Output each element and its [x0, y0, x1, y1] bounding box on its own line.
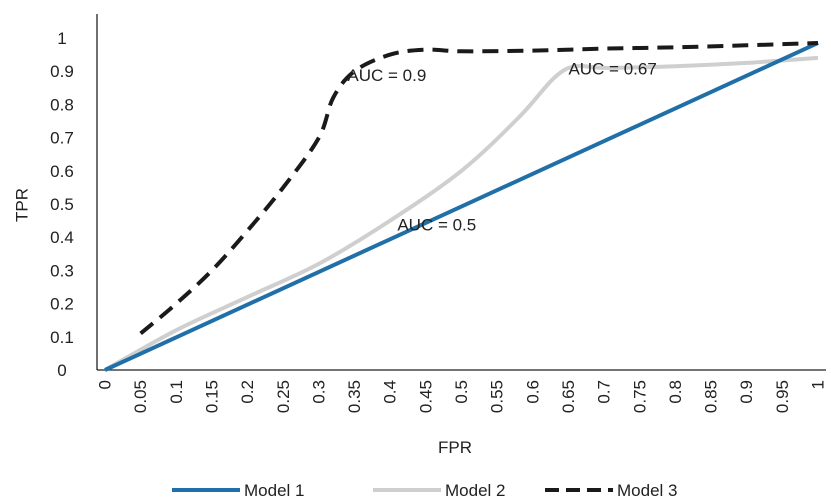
x-tick-label: 0.55 [488, 380, 507, 413]
auc-annotation: AUC = 0.67 [568, 60, 656, 79]
x-tick-label: 1 [809, 380, 828, 389]
x-tick-labels: 0 0.05 0.1 0.15 0.2 0.25 0.3 0.35 0.4 0.45 0.5 0.55… [96, 380, 828, 413]
x-tick-label: 0.5 [452, 380, 471, 404]
x-tick-label: 0.35 [345, 380, 364, 413]
y-tick-label: 0 [57, 361, 66, 380]
y-tick-label: 0.5 [50, 195, 74, 214]
x-tick-label: 0.05 [131, 380, 150, 413]
series-line-model-2 [105, 58, 818, 370]
legend: Model 1 Model 2 Model 3 [172, 481, 677, 500]
y-tick-label: 0.3 [50, 261, 74, 280]
y-axis-title: TPR [13, 188, 32, 222]
x-tick-label: 0.15 [202, 380, 221, 413]
y-tick-label: 1 [57, 29, 66, 48]
series-line-model-1 [105, 43, 818, 370]
x-tick-label: 0.25 [274, 380, 293, 413]
x-tick-label: 0.65 [559, 380, 578, 413]
series-line-model-3 [141, 43, 818, 334]
y-tick-label: 0.2 [50, 295, 74, 314]
annotations: AUC = 0.9 AUC = 0.67 AUC = 0.5 [347, 60, 656, 235]
series-lines [105, 43, 818, 370]
x-tick-label: 0.8 [666, 380, 685, 404]
y-tick-label: 0.6 [50, 162, 74, 181]
x-tick-label: 0.9 [737, 380, 756, 404]
x-tick-label: 0.3 [309, 380, 328, 404]
y-tick-labels: 0 0.1 0.2 0.3 0.4 0.5 0.6 0.7 0.8 0.9 1 [50, 29, 74, 380]
y-tick-label: 0.7 [50, 129, 74, 148]
legend-label: Model 2 [445, 481, 505, 500]
x-tick-label: 0 [96, 380, 115, 389]
legend-label: Model 3 [617, 481, 677, 500]
auc-annotation: AUC = 0.5 [397, 216, 476, 235]
x-tick-label: 0.45 [416, 380, 435, 413]
x-tick-label: 0.85 [702, 380, 721, 413]
y-tick-label: 0.1 [50, 328, 74, 347]
legend-label: Model 1 [244, 481, 304, 500]
x-tick-label: 0.7 [595, 380, 614, 404]
x-tick-label: 0.2 [238, 380, 257, 404]
auc-annotation: AUC = 0.9 [347, 66, 426, 85]
x-tick-label: 0.75 [630, 380, 649, 413]
x-tick-label: 0.1 [167, 380, 186, 404]
y-tick-label: 0.9 [50, 62, 74, 81]
x-tick-label: 0.4 [381, 380, 400, 404]
y-tick-label: 0.4 [50, 228, 74, 247]
x-tick-label: 0.95 [773, 380, 792, 413]
x-tick-label: 0.6 [523, 380, 542, 404]
y-tick-label: 0.8 [50, 95, 74, 114]
x-axis-title: FPR [438, 438, 472, 457]
